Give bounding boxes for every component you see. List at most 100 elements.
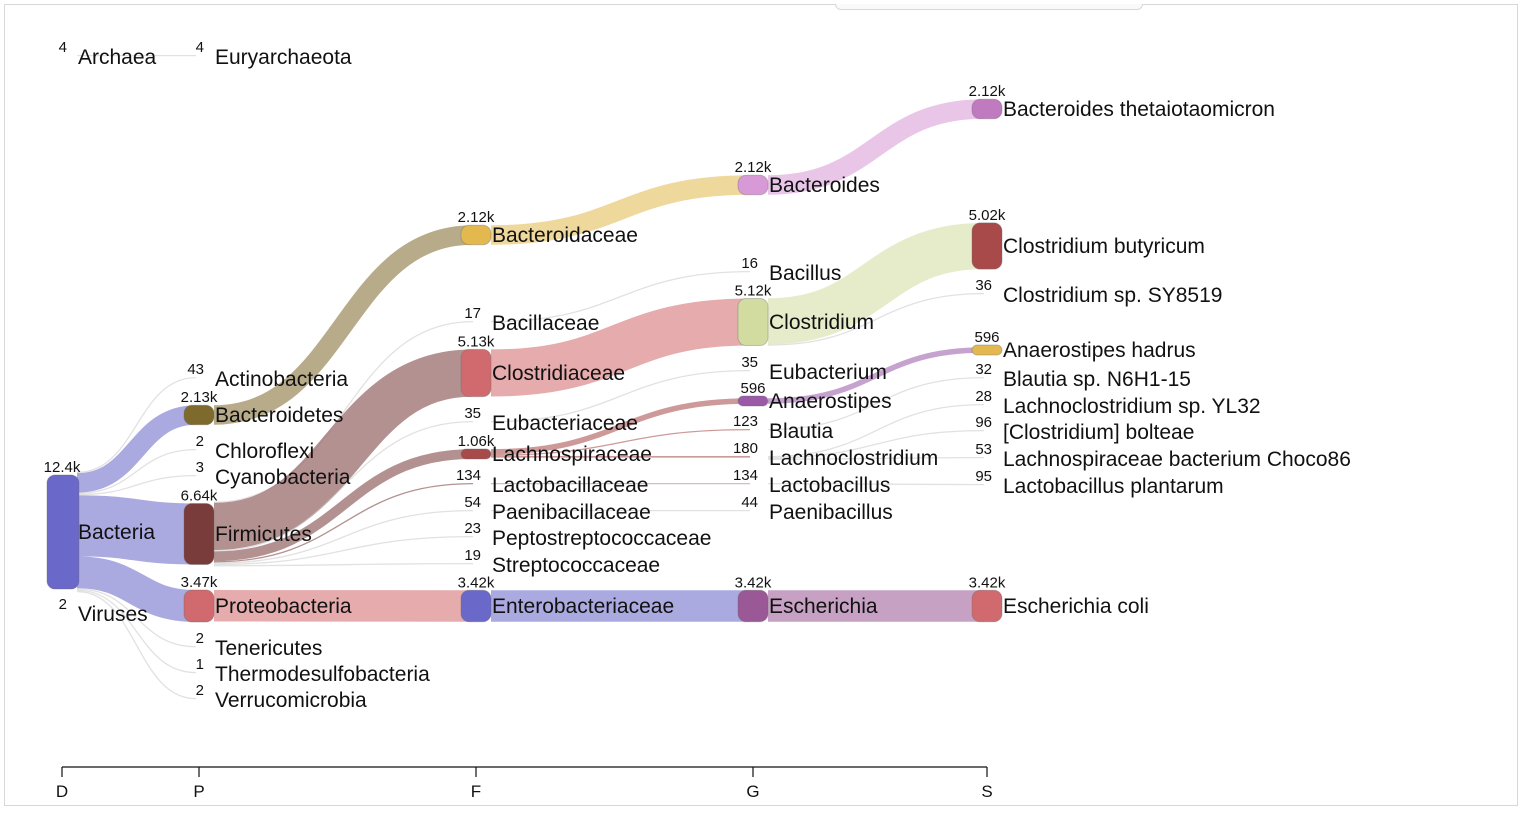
axis-tick-label-G[interactable]: G [746,782,759,801]
link-firmicutes-bacillaceae[interactable] [213,321,474,503]
link-bacteroidaceae-bacteroides[interactable] [490,175,751,245]
link-firmicutes-lachnospiraceae[interactable] [213,449,474,562]
link-bacteroidetes-bacteroidaceae[interactable] [213,225,474,425]
link-firmicutes-peptostreptococcaceae[interactable] [213,536,474,566]
node-count-actinobacteria: 43 [187,361,204,378]
node-count-thermodesulfobacteria: 1 [196,656,204,673]
node-count-verrucomicrobia: 2 [196,682,204,699]
node-count-ahadrus: 596 [974,329,999,346]
link-bacteria-chloroflexi[interactable] [76,449,197,494]
node-count-euryarchaeota: 4 [196,39,204,56]
link-bacteria-thermodesulfobacteria[interactable] [76,589,197,674]
node-bacteroidaceae[interactable] [460,224,492,246]
link-blautia-blautiasp[interactable] [767,377,985,431]
node-count-proteobacteria: 3.47k [181,574,218,591]
axis-tick-label-S[interactable]: S [981,782,992,801]
node-ahadrus[interactable] [971,344,1003,356]
node-count-escherichia: 3.42k [735,574,772,591]
link-clostridiaceae-clostridium[interactable] [490,298,751,397]
link-lachnoclostridium-choco86[interactable] [767,457,985,460]
node-count-blautiasp: 32 [975,361,992,378]
node-label-thermodesulfobacteria: Thermodesulfobacteria [215,663,430,686]
node-label-blautia: Blautia [769,420,834,443]
node-label-streptococcaceae: Streptococcaceae [492,554,660,577]
node-count-bacteria: 12.4k [44,459,81,476]
link-firmicutes-streptococcaceae[interactable] [213,563,474,567]
node-count-tenericutes: 2 [196,630,204,647]
link-bacteria-tenericutes[interactable] [76,588,197,648]
axis-tick-label-P[interactable]: P [193,782,204,801]
node-count-chloroflexi: 2 [196,433,204,450]
node-label-clostridium: Clostridium [769,311,874,334]
link-bacteria-cyanobacteria[interactable] [76,475,197,496]
link-firmicutes-clostridiaceae[interactable] [213,349,474,551]
axis-tick-label-F[interactable]: F [471,782,481,801]
link-lachnoclostridium-cbolteae[interactable] [767,430,985,459]
node-enterobacteriaceae[interactable] [460,589,492,623]
node-label-actinobacteria: Actinobacteria [215,368,348,391]
link-firmicutes-eubacteriaceae[interactable] [213,421,474,552]
link-layer [76,54,985,700]
node-clostridiaceae[interactable] [460,348,492,398]
link-lachnospiraceae-anaerostipes[interactable] [490,398,751,455]
node-ecoli[interactable] [971,589,1003,623]
link-bacteria-bacteroidetes[interactable] [76,405,197,493]
link-bacteria-actinobacteria[interactable] [76,377,197,474]
node-lachnospiraceae[interactable] [460,448,492,460]
link-eubacteriaceae-eubacterium[interactable] [490,370,751,423]
node-count-lachnoyl32: 28 [975,388,992,405]
node-bacteria[interactable] [46,474,80,590]
node-anaerostipes[interactable] [737,395,769,407]
link-firmicutes-paenibacillaceae[interactable] [213,510,474,564]
node-label-tenericutes: Tenericutes [215,637,322,660]
node-label-paenibacillus: Paenibacillus [769,501,893,524]
link-anaerostipes-ahadrus[interactable] [767,347,985,404]
node-label-eubacterium: Eubacterium [769,361,887,384]
node-count-enterobacteriaceae: 3.42k [458,574,495,591]
link-bacteria-proteobacteria[interactable] [76,556,197,622]
node-bacteroidetes[interactable] [183,404,215,426]
node-count-anaerostipes: 596 [740,380,765,397]
link-clostridium-cbutyricum[interactable] [767,222,985,345]
node-count-firmicutes: 6.64k [181,487,218,504]
node-label-euryarchaeota: Euryarchaeota [215,46,352,69]
node-count-bacillus: 16 [741,255,758,272]
node-count-bacteroidaceae: 2.12k [458,209,495,226]
node-count-archaea: 4 [59,39,67,56]
node-label-viruses: Viruses [78,603,148,626]
node-label-bacillaceae: Bacillaceae [492,312,599,335]
link-lachnospiraceae-blautia[interactable] [490,429,751,456]
link-firmicutes-lactobacillaceae[interactable] [213,483,474,563]
node-escherichia[interactable] [737,589,769,623]
node-bthetaiotaomicron[interactable] [971,98,1003,120]
node-label-lplantarum: Lactobacillus plantarum [1003,475,1224,498]
node-cbutyricum[interactable] [971,222,1003,270]
link-bacteroides-bthetaiotaomicron[interactable] [767,99,985,195]
node-bacteroides[interactable] [737,174,769,196]
node-count-lachnoclostridium: 180 [733,440,758,457]
link-lachnoclostridium-lachnoyl32[interactable] [767,404,985,458]
link-bacteria-verrucomicrobia[interactable] [76,590,197,700]
link-clostridium-csy8519[interactable] [767,293,985,346]
node-label-lachnoclostridium: Lachnoclostridium [769,447,938,470]
node-clostridium[interactable] [737,297,769,347]
node-count-cyanobacteria: 3 [196,459,204,476]
link-bacillaceae-bacillus[interactable] [490,271,751,323]
node-label-paenibacillaceae: Paenibacillaceae [492,501,651,524]
node-label-escherichia: Escherichia [769,595,878,618]
node-count-bthetaiotaomicron: 2.12k [969,83,1006,100]
node-proteobacteria[interactable] [183,589,215,623]
link-bacteria-firmicutes[interactable] [76,495,197,565]
node-label-lachnospiraceae: Lachnospiraceae [492,443,652,466]
node-label-cyanobacteria: Cyanobacteria [215,466,351,489]
node-firmicutes[interactable] [183,502,215,566]
node-count-eubacteriaceae: 35 [464,405,481,422]
node-count-lplantarum: 95 [975,468,992,485]
link-lactobacillus-lplantarum[interactable] [767,483,985,486]
axis-tick-label-D[interactable]: D [56,782,68,801]
node-layer [46,98,1003,623]
node-label-cbutyricum: Clostridium butyricum [1003,235,1205,258]
node-label-lachnoyl32: Lachnoclostridium sp. YL32 [1003,395,1261,418]
node-count-cbutyricum: 5.02k [969,207,1006,224]
